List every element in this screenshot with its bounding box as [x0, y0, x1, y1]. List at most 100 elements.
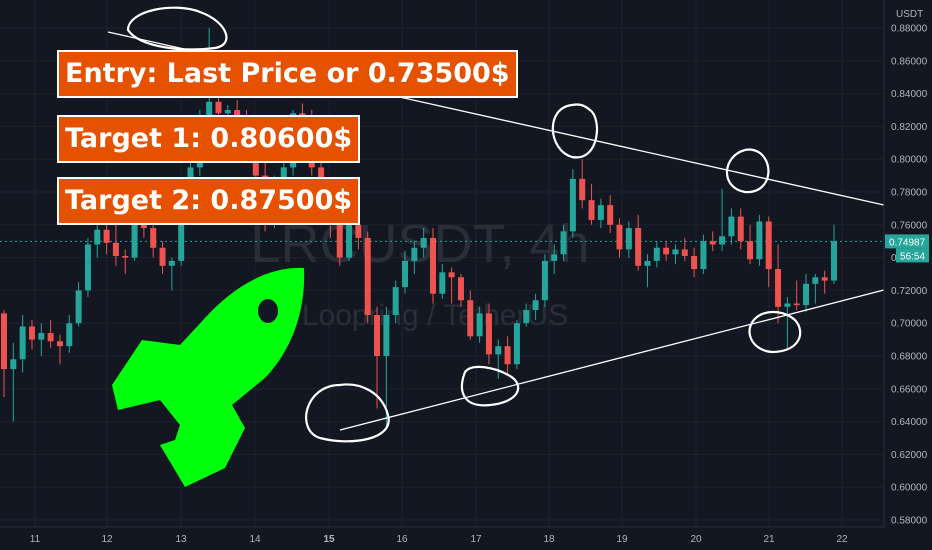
- time-tick-label: 17: [470, 534, 482, 545]
- candle: [122, 249, 129, 274]
- candle-body: [439, 272, 446, 294]
- candle: [737, 208, 744, 250]
- candle: [691, 247, 698, 278]
- candle-body: [756, 221, 763, 260]
- target-1-banner: Target 1: 0.80600$: [57, 115, 361, 163]
- candle-body: [66, 323, 73, 347]
- candle-body: [94, 229, 101, 245]
- circle-peak-right: [725, 148, 770, 194]
- price-tick-label: 0.76000: [891, 220, 928, 231]
- candle: [831, 224, 837, 284]
- candle-body: [336, 224, 343, 258]
- candle-body: [467, 300, 474, 337]
- candle-body: [541, 260, 548, 301]
- candle: [588, 183, 595, 225]
- candle-body: [719, 236, 726, 245]
- price-tick-label: 0.82000: [891, 122, 928, 133]
- candle: [513, 319, 520, 370]
- candle: [103, 221, 110, 255]
- price-tick-label: 0.60000: [891, 483, 928, 494]
- candle-body: [495, 346, 502, 355]
- countdown-value: 56:54: [900, 251, 925, 262]
- candle-body: [19, 326, 26, 360]
- candle-body: [75, 290, 82, 324]
- candle: [402, 251, 409, 294]
- candle: [672, 244, 679, 265]
- candle-body: [234, 110, 241, 119]
- candle-body: [513, 323, 520, 365]
- candle-body: [588, 200, 595, 220]
- candle: [523, 303, 530, 327]
- candle-body: [485, 313, 492, 355]
- price-tick-label: 0.80000: [891, 155, 928, 166]
- candle: [439, 264, 446, 299]
- candle: [112, 224, 119, 266]
- candle: [374, 306, 381, 409]
- candle: [467, 290, 474, 340]
- candle: [75, 282, 82, 327]
- candle-body: [644, 260, 651, 266]
- candle: [747, 224, 754, 265]
- candle-body: [159, 247, 166, 266]
- price-tick-label: 0.58000: [891, 516, 928, 527]
- price-tick-label: 0.68000: [891, 352, 928, 363]
- price-tick-label: 0.66000: [891, 384, 928, 395]
- candle-body: [504, 346, 511, 365]
- candle: [532, 293, 539, 320]
- time-tick-label: 13: [175, 534, 187, 545]
- candle: [551, 244, 558, 274]
- candle-body: [56, 341, 63, 347]
- hand-drawn-circles: [126, 6, 802, 443]
- candle-body: [355, 224, 362, 238]
- candle: [569, 169, 576, 238]
- candle-body: [691, 255, 698, 270]
- candle-body: [737, 216, 744, 242]
- last-price-value: 0.74987: [889, 237, 926, 248]
- circle-right-low: [748, 310, 802, 354]
- candle: [38, 323, 45, 356]
- candle-body: [523, 310, 530, 324]
- candle-body: [579, 178, 586, 201]
- candle-body: [122, 255, 129, 258]
- candle: [793, 280, 800, 311]
- candle: [756, 214, 763, 266]
- candle: [66, 315, 73, 353]
- candle-body: [663, 247, 670, 255]
- time-tick-label: 15: [323, 534, 335, 545]
- candle-body: [635, 228, 642, 266]
- candle-body: [457, 277, 464, 301]
- candle: [597, 198, 604, 229]
- candle: [821, 270, 828, 294]
- time-tick-label: 20: [690, 534, 702, 545]
- candle-body: [1, 313, 7, 370]
- candle-body: [178, 218, 185, 261]
- candle-body: [672, 249, 679, 255]
- candle: [728, 208, 735, 245]
- candle-body: [476, 313, 483, 337]
- time-tick-label: 12: [101, 534, 113, 545]
- candle: [803, 274, 810, 312]
- candle-body: [215, 101, 222, 114]
- time-tick-label: 11: [30, 534, 41, 545]
- candle: [663, 241, 670, 261]
- candle: [681, 237, 688, 261]
- candle: [775, 244, 782, 324]
- price-tick-label: 0.88000: [891, 24, 928, 35]
- candle-body: [346, 224, 353, 258]
- candle: [1, 310, 7, 397]
- candle: [625, 221, 632, 258]
- candle: [579, 159, 586, 209]
- candle: [495, 339, 502, 379]
- candle-body: [532, 300, 539, 311]
- candle: [19, 315, 26, 373]
- time-tick-label: 21: [763, 534, 775, 545]
- candle-body: [10, 359, 17, 370]
- lower-trendline: [339, 289, 885, 431]
- candle-body: [150, 228, 157, 248]
- price-axis[interactable]: 0.88000 0.86000 0.84000 0.82000 0.80000 0.780…: [883, 0, 928, 527]
- price-tick-label: 0.86000: [891, 56, 928, 67]
- candle-body: [597, 205, 604, 220]
- time-axis[interactable]: 11 12 13 14 15 16 17 18 19 20 21 22: [0, 526, 884, 545]
- candle-body: [681, 249, 688, 256]
- candle-body: [84, 244, 91, 291]
